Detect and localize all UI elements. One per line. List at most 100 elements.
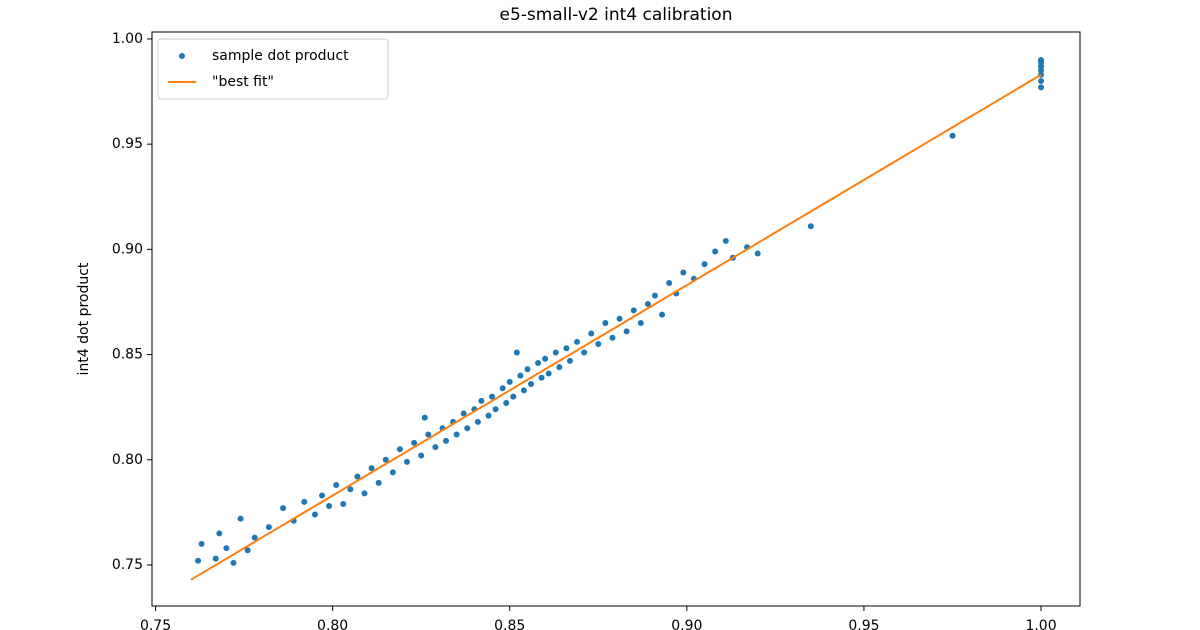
scatter-point (453, 431, 460, 438)
scatter-point (630, 307, 637, 314)
legend-box (157, 38, 389, 100)
scatter-point (581, 349, 588, 356)
scatter-point (212, 555, 219, 562)
scatter-point (503, 399, 510, 406)
scatter-point (198, 540, 205, 547)
scatter-point (609, 334, 616, 341)
legend-marker (179, 53, 185, 59)
x-tick-label: 0.80 (317, 618, 348, 630)
scatter-point (1038, 78, 1045, 85)
scatter-point (701, 261, 708, 268)
y-tick-label: 1.00 (112, 31, 143, 47)
scatter-point (680, 269, 687, 276)
scatter-point (535, 359, 542, 366)
legend-label: "best fit" (212, 74, 274, 90)
scatter-point (340, 500, 347, 507)
scatter-point (1038, 84, 1045, 91)
scatter-point (389, 469, 396, 476)
scatter-point (1038, 67, 1045, 74)
scatter-point (563, 345, 570, 352)
scatter-point (506, 378, 513, 385)
y-tick-label: 0.75 (112, 557, 143, 573)
scatter-point (265, 524, 272, 531)
scatter-point (595, 341, 602, 348)
scatter-point (485, 412, 492, 419)
scatter-point (1038, 56, 1045, 63)
scatter-point (474, 418, 481, 425)
scatter-point (361, 490, 368, 497)
scatter-point (1038, 63, 1045, 70)
x-tick-label: 0.90 (671, 618, 702, 630)
scatter-point (545, 370, 552, 377)
scatter-point (644, 301, 651, 308)
scatter-point (489, 393, 496, 400)
scatter-point (230, 559, 237, 566)
scatter-point (552, 349, 559, 356)
scatter-point (375, 479, 382, 486)
fit-line (190, 73, 1042, 581)
scatter-point (949, 132, 956, 139)
scatter-point (499, 385, 506, 392)
scatter-point (421, 414, 428, 421)
scatter-point (524, 366, 531, 373)
scatter-point (347, 486, 354, 493)
scatter-point (478, 397, 485, 404)
scatter-point (754, 250, 761, 257)
scatter-point (333, 482, 340, 489)
scatter-point (651, 292, 658, 299)
y-tick-label: 0.90 (112, 241, 143, 257)
scatter-point (492, 406, 499, 413)
scatter-point (666, 280, 673, 287)
scatter-point (520, 387, 527, 394)
scatter-point (301, 498, 308, 505)
x-tick-label: 0.75 (140, 618, 171, 630)
scatter-point (566, 357, 573, 364)
plot-frame (151, 31, 1081, 607)
legend-label: sample dot product (212, 48, 349, 64)
y-axis-label: int4 dot product (76, 262, 92, 375)
scatter-point (244, 547, 251, 554)
scatter-point (517, 372, 524, 379)
scatter-point (425, 431, 432, 438)
scatter-point (216, 530, 223, 537)
scatter-point (319, 492, 326, 499)
scatter-point (712, 248, 719, 255)
y-tick-label: 0.80 (112, 452, 143, 468)
scatter-point (195, 557, 202, 564)
scatter-point (418, 452, 425, 459)
scatter-point (237, 515, 244, 522)
scatter-point (404, 458, 411, 465)
scatter-point (251, 534, 258, 541)
scatter-point (527, 381, 534, 388)
x-tick-label: 1.00 (1025, 618, 1056, 630)
scatter-point (616, 315, 623, 322)
scatter-point (542, 355, 549, 362)
scatter-point (538, 374, 545, 381)
scatter-point (280, 505, 287, 512)
scatter-point (311, 511, 318, 518)
x-tick-label: 0.85 (494, 618, 525, 630)
scatter-point (623, 328, 630, 335)
scatter-point (637, 319, 644, 326)
scatter-point (396, 446, 403, 453)
scatter-point (513, 349, 520, 356)
x-tick-label: 0.95 (848, 618, 879, 630)
scatter-point (574, 338, 581, 345)
chart-title: e5-small-v2 int4 calibration (499, 5, 732, 25)
y-tick-label: 0.95 (112, 136, 143, 152)
scatter-point (354, 473, 361, 480)
scatter-point (411, 439, 418, 446)
scatter-point (432, 444, 439, 451)
scatter-point (588, 330, 595, 337)
scatter-point (223, 545, 230, 552)
y-tick-label: 0.85 (112, 347, 143, 363)
scatter-point (807, 223, 814, 230)
scatter-point (659, 311, 666, 318)
scatter-point (510, 393, 517, 400)
scatter-point (556, 364, 563, 371)
scatter-point (326, 503, 333, 510)
scatter-point (382, 456, 389, 463)
scatter-point (442, 437, 449, 444)
